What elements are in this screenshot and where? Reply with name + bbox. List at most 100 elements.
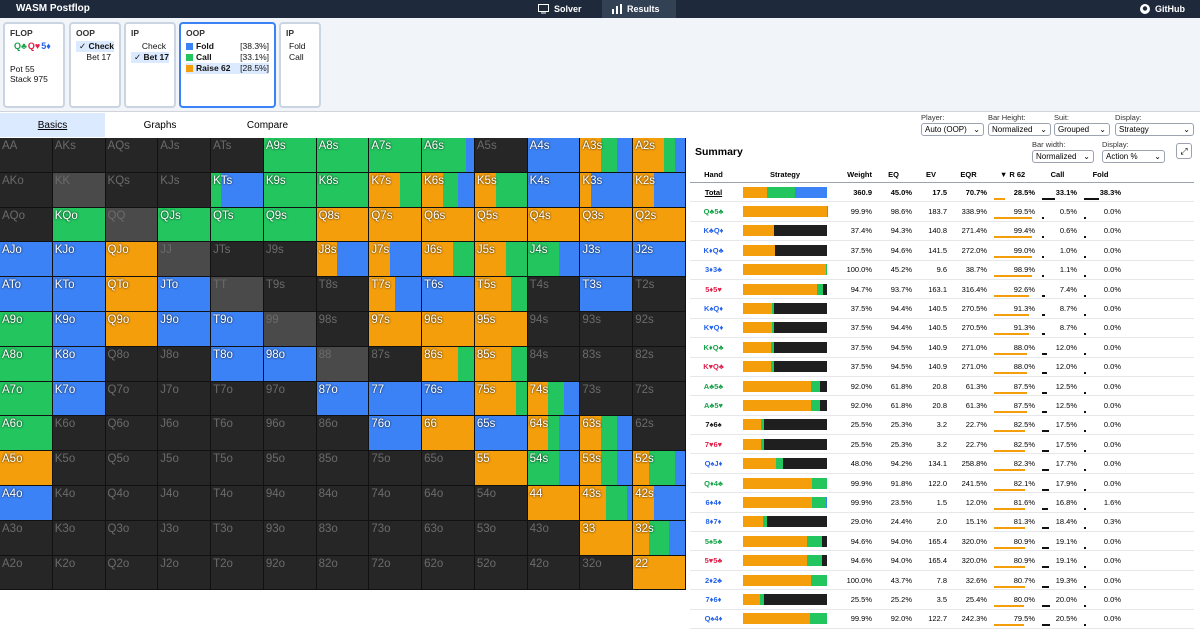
- hand-cell[interactable]: 62o: [422, 556, 475, 591]
- hand-cell[interactable]: 52o: [475, 556, 528, 591]
- hand-cell[interactable]: T2o: [211, 556, 264, 591]
- hand-cell[interactable]: 43s: [580, 486, 633, 521]
- hand-cell[interactable]: 87o: [317, 382, 370, 417]
- oop-node-1-bet[interactable]: Bet 17: [76, 52, 114, 63]
- hand-cell[interactable]: K5o: [53, 451, 106, 486]
- hand-cell[interactable]: A8o: [0, 347, 53, 382]
- col-weight[interactable]: Weight: [830, 170, 875, 179]
- hand-cell[interactable]: A5o: [0, 451, 53, 486]
- col-hand[interactable]: Hand: [690, 170, 740, 179]
- hand-cell[interactable]: JTs: [211, 242, 264, 277]
- oop-action-raise[interactable]: Raise 62[28.5%]: [186, 63, 269, 74]
- hand-cell[interactable]: K8s: [317, 173, 370, 208]
- tab-compare[interactable]: Compare: [215, 113, 320, 137]
- hand-cell[interactable]: KK: [53, 173, 106, 208]
- hand-cell[interactable]: Q7o: [106, 382, 159, 417]
- bar-height-select[interactable]: Normalized⌄: [988, 123, 1051, 136]
- hand-cell[interactable]: Q3s: [580, 208, 633, 243]
- ip-node-1-check[interactable]: Check: [131, 41, 169, 52]
- ip-node-1-bet[interactable]: ✓ Bet 17: [131, 52, 169, 63]
- hand-cell[interactable]: J8o: [158, 347, 211, 382]
- hand-cell[interactable]: 94o: [264, 486, 317, 521]
- col-raise[interactable]: ▼ R 62: [990, 170, 1038, 179]
- hand-cell[interactable]: K4s: [528, 173, 581, 208]
- oop-node-2[interactable]: OOP Fold[38.3%] Call[33.1%] Raise 62[28.…: [179, 22, 276, 108]
- hand-cell[interactable]: Q4o: [106, 486, 159, 521]
- hand-cell[interactable]: 95s: [475, 312, 528, 347]
- hand-cell[interactable]: J2s: [633, 242, 686, 277]
- hand-cell[interactable]: T6o: [211, 416, 264, 451]
- hand-cell[interactable]: K7o: [53, 382, 106, 417]
- tab-graphs[interactable]: Graphs: [105, 113, 215, 137]
- hand-cell[interactable]: ATs: [211, 138, 264, 173]
- hand-cell[interactable]: 33: [580, 521, 633, 556]
- hand-cell[interactable]: T9s: [264, 277, 317, 312]
- hand-cell[interactable]: KTs: [211, 173, 264, 208]
- hand-cell[interactable]: 96o: [264, 416, 317, 451]
- ip-node-2-call[interactable]: Call: [286, 52, 314, 63]
- hand-cell[interactable]: TT: [211, 277, 264, 312]
- nav-solver-button[interactable]: Solver: [528, 0, 592, 18]
- hand-cell[interactable]: AKs: [53, 138, 106, 173]
- hand-cell[interactable]: 85o: [317, 451, 370, 486]
- hand-cell[interactable]: K6o: [53, 416, 106, 451]
- hand-cell[interactable]: K9s: [264, 173, 317, 208]
- hand-cell[interactable]: 74s: [528, 382, 581, 417]
- col-call[interactable]: Call: [1038, 170, 1080, 179]
- hand-cell[interactable]: 43o: [528, 521, 581, 556]
- hand-cell[interactable]: T7s: [369, 277, 422, 312]
- hand-cell[interactable]: J2o: [158, 556, 211, 591]
- hand-cell[interactable]: T6s: [422, 277, 475, 312]
- hand-cell[interactable]: 76s: [422, 382, 475, 417]
- hand-cell[interactable]: ATo: [0, 277, 53, 312]
- hand-cell[interactable]: K6s: [422, 173, 475, 208]
- hand-cell[interactable]: 63o: [422, 521, 475, 556]
- col-ev[interactable]: EV: [915, 170, 950, 179]
- hand-cell[interactable]: J7s: [369, 242, 422, 277]
- hand-cell[interactable]: K2s: [633, 173, 686, 208]
- hand-cell[interactable]: Q2s: [633, 208, 686, 243]
- hand-cell[interactable]: 97o: [264, 382, 317, 417]
- hand-cell[interactable]: 52s: [633, 451, 686, 486]
- hand-cell[interactable]: 97s: [369, 312, 422, 347]
- hand-cell[interactable]: AJs: [158, 138, 211, 173]
- hand-cell[interactable]: K9o: [53, 312, 106, 347]
- hand-cell[interactable]: T8s: [317, 277, 370, 312]
- hand-cell[interactable]: 86o: [317, 416, 370, 451]
- hand-cell[interactable]: T3s: [580, 277, 633, 312]
- hand-cell[interactable]: 88: [317, 347, 370, 382]
- hand-cell[interactable]: T4o: [211, 486, 264, 521]
- hand-cell[interactable]: 53o: [475, 521, 528, 556]
- hand-cell[interactable]: 94s: [528, 312, 581, 347]
- hand-cell[interactable]: 84o: [317, 486, 370, 521]
- hand-cell[interactable]: 98o: [264, 347, 317, 382]
- expand-icon[interactable]: ⤢: [1176, 143, 1192, 159]
- hand-cell[interactable]: T4s: [528, 277, 581, 312]
- hand-cell[interactable]: 54s: [528, 451, 581, 486]
- hand-cell[interactable]: A9s: [264, 138, 317, 173]
- hand-cell[interactable]: 76o: [369, 416, 422, 451]
- hand-cell[interactable]: 73o: [369, 521, 422, 556]
- hand-cell[interactable]: Q6o: [106, 416, 159, 451]
- hand-cell[interactable]: A4o: [0, 486, 53, 521]
- nav-results-button[interactable]: Results: [602, 0, 676, 18]
- hand-cell[interactable]: 64o: [422, 486, 475, 521]
- hand-cell[interactable]: A4s: [528, 138, 581, 173]
- hand-cell[interactable]: 84s: [528, 347, 581, 382]
- hand-cell[interactable]: KJs: [158, 173, 211, 208]
- hand-cell[interactable]: JTo: [158, 277, 211, 312]
- hand-cell[interactable]: J9s: [264, 242, 317, 277]
- hand-cell[interactable]: 96s: [422, 312, 475, 347]
- hand-cell[interactable]: 63s: [580, 416, 633, 451]
